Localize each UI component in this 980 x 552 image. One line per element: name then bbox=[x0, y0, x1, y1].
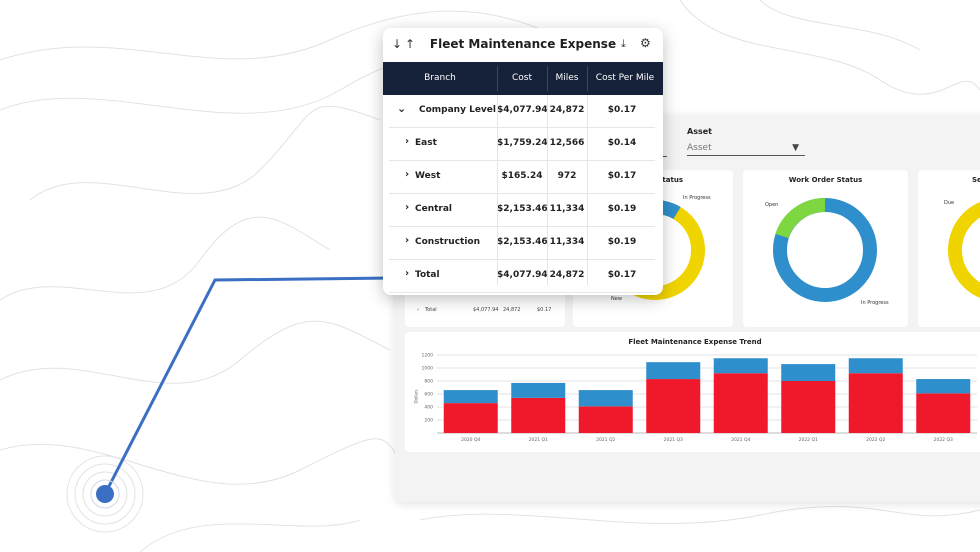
branch-cell: Central bbox=[415, 204, 453, 214]
bar-segment[interactable] bbox=[511, 382, 566, 398]
bar-segment[interactable] bbox=[646, 379, 701, 433]
download-icon[interactable]: ⤓ bbox=[621, 37, 626, 50]
chevron-right-icon[interactable]: › bbox=[405, 202, 410, 213]
branch-cell: East bbox=[415, 138, 437, 148]
bar-segment[interactable] bbox=[578, 390, 633, 407]
x-tick-label: 2021 Q3 bbox=[664, 437, 683, 443]
cost-cell: $4,077.94 bbox=[497, 270, 548, 280]
bar-segment[interactable] bbox=[916, 393, 971, 433]
fleet-maintenance-popup: ↓ ↑ Fleet Maintenance Expense ⤓ ⚙ Branch… bbox=[383, 28, 663, 295]
work-order-status-card: Work Order Status Open In Progress bbox=[743, 170, 908, 327]
asset-placeholder: Asset bbox=[687, 143, 712, 153]
cost-cell: $2,153.46 bbox=[497, 237, 548, 247]
chart-title: Fleet Maintenance Expense Trend bbox=[628, 338, 762, 346]
table-row[interactable]: › West $165.24 972 $0.17 bbox=[389, 161, 655, 194]
service-card: Se Due bbox=[918, 170, 980, 327]
work-order-donut bbox=[773, 197, 877, 302]
bar-segment[interactable] bbox=[916, 379, 971, 394]
x-tick-label: 2021 Q1 bbox=[529, 437, 548, 443]
x-tick-label: 2022 Q1 bbox=[799, 437, 818, 443]
donut-label: Open bbox=[765, 202, 779, 208]
expense-trend-card: Fleet Maintenance Expense Trend Dollars … bbox=[405, 332, 980, 452]
cpm-cell: $0.17 bbox=[607, 105, 637, 115]
x-tick-label: 2022 Q3 bbox=[934, 437, 953, 443]
y-tick-label: 600 bbox=[424, 392, 433, 398]
table-header: Branch Cost Miles Cost Per Mile bbox=[383, 62, 663, 95]
chevron-down-icon[interactable]: ⌄ bbox=[397, 102, 407, 115]
column-cost-per-mile[interactable]: Cost Per Mile bbox=[595, 73, 655, 83]
cost-cell: $1,759.24 bbox=[497, 138, 548, 148]
bar-segment[interactable] bbox=[781, 364, 836, 381]
bar-segment[interactable] bbox=[511, 397, 566, 433]
x-tick-label: 2021 Q2 bbox=[596, 437, 615, 443]
donut-title: Status bbox=[657, 176, 683, 184]
donut-label: New bbox=[611, 296, 622, 302]
popup-title: Fleet Maintenance Expense bbox=[429, 37, 617, 51]
cpm-cell: $0.17 bbox=[607, 270, 637, 280]
chevron-right-icon[interactable]: › bbox=[405, 136, 410, 147]
chevron-right-icon[interactable]: › bbox=[405, 268, 410, 279]
bar-segment[interactable] bbox=[443, 403, 498, 433]
table-row[interactable]: ⌄ Company Level $4,077.94 24,872 $0.17 bbox=[389, 95, 655, 128]
x-tick-label: 2021 Q4 bbox=[731, 437, 750, 443]
miles-cell: 11,334 bbox=[549, 204, 585, 214]
branch-cell: Company Level bbox=[419, 105, 496, 115]
miles-cell: 24,872 bbox=[549, 105, 585, 115]
bar-segment[interactable] bbox=[848, 358, 903, 374]
asset-filter-label: Asset bbox=[687, 127, 712, 136]
cpm-cell: $0.14 bbox=[607, 138, 637, 148]
donut-title: Work Order Status bbox=[788, 176, 863, 184]
y-tick-label: 1200 bbox=[422, 353, 434, 359]
column-miles[interactable]: Miles bbox=[555, 73, 579, 83]
table-row[interactable]: › Total $4,077.94 24,872 $0.17 bbox=[389, 260, 655, 293]
x-tick-label: 2022 Q2 bbox=[866, 437, 885, 443]
bar-segment[interactable] bbox=[781, 381, 836, 433]
y-tick-label: 400 bbox=[424, 405, 433, 411]
donut-label: Due bbox=[944, 200, 955, 206]
bar-segment[interactable] bbox=[443, 390, 498, 404]
chevron-right-icon[interactable]: › bbox=[405, 235, 410, 246]
x-tick-label: 2020 Q4 bbox=[461, 437, 480, 443]
table-row[interactable]: › Central $2,153.46 11,334 $0.19 bbox=[389, 194, 655, 227]
cpm-cell: $0.19 bbox=[607, 237, 637, 247]
arrow-down-icon[interactable]: ↓ bbox=[392, 37, 403, 51]
cpm-cell: $0.17 bbox=[607, 171, 637, 181]
branch-cell: Total bbox=[415, 270, 440, 280]
bar-segment[interactable] bbox=[848, 373, 903, 433]
y-tick-label: 800 bbox=[424, 379, 433, 385]
y-tick-label: 200 bbox=[424, 418, 433, 424]
column-branch[interactable]: Branch bbox=[424, 73, 456, 83]
branch-cell: Construction bbox=[415, 237, 481, 247]
column-cost[interactable]: Cost bbox=[511, 73, 532, 83]
bar-segment[interactable] bbox=[578, 406, 633, 433]
caret-down-icon: ▼ bbox=[792, 143, 799, 153]
miles-cell: 12,566 bbox=[549, 138, 585, 148]
bar-segment[interactable] bbox=[646, 362, 701, 380]
cost-cell: $4,077.94 bbox=[497, 105, 548, 115]
cpm-cell: $0.19 bbox=[607, 204, 637, 214]
cost-cell: $165.24 bbox=[501, 171, 543, 181]
table-row[interactable]: › Construction $2,153.46 11,334 $0.19 bbox=[389, 227, 655, 260]
branch-cell: West bbox=[415, 171, 441, 181]
arrow-up-icon[interactable]: ↑ bbox=[405, 37, 416, 51]
miles-cell: 972 bbox=[557, 171, 577, 181]
donut-label: In Progress bbox=[861, 300, 889, 306]
gear-icon[interactable]: ⚙ bbox=[640, 36, 651, 50]
y-tick-label: 1000 bbox=[422, 366, 434, 372]
table-row[interactable]: › East $1,759.24 12,566 $0.14 bbox=[389, 128, 655, 161]
connector-line bbox=[103, 276, 396, 495]
service-donut bbox=[948, 202, 980, 298]
donut-label: In Progress bbox=[683, 195, 711, 201]
chevron-right-icon[interactable]: › bbox=[405, 169, 410, 180]
asset-dropdown[interactable]: Asset ▼ bbox=[687, 143, 805, 156]
miles-cell: 24,872 bbox=[549, 270, 585, 280]
location-dot bbox=[96, 485, 114, 503]
cost-cell: $2,153.46 bbox=[497, 204, 548, 214]
donut-title: Se bbox=[972, 176, 980, 184]
miles-cell: 11,334 bbox=[549, 237, 585, 247]
bar-segment[interactable] bbox=[713, 358, 768, 374]
expense-trend-chart: 200 400 600 800 1000 1200 2020 Q4 2021 Q1 2021 Q… bbox=[422, 353, 977, 443]
bar-segment[interactable] bbox=[713, 373, 768, 433]
